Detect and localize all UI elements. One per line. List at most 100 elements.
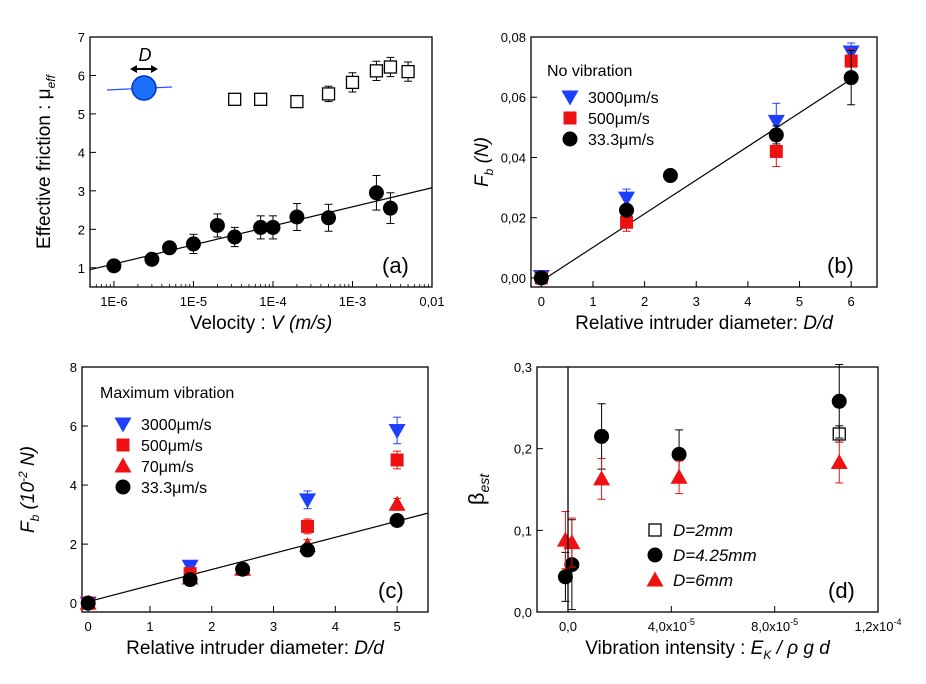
legend: No vibration 3000μm/s 500μm/s 33.3μm/s [547, 63, 659, 149]
legend-marker [648, 523, 662, 537]
y-axis-label-var: F [18, 520, 39, 533]
panel-label: (b) [827, 253, 854, 278]
legend-label: D=2mm [673, 521, 733, 540]
legend-label: 70μm/s [141, 459, 194, 476]
x-tick-label: 1 [589, 294, 596, 309]
x-tick-label-text: 5 [796, 294, 803, 309]
legend-label: 500μm/s [588, 111, 650, 128]
data-point [227, 229, 243, 245]
y-axis-label-sup: -2 [16, 471, 30, 482]
data-point [289, 209, 305, 225]
data-point [185, 236, 201, 252]
legend-label: D=6mm [673, 571, 733, 590]
y-tick-label: 0,06 [501, 90, 526, 105]
y-axis-label: βest [464, 473, 492, 505]
x-tick-label: 1 [146, 619, 153, 634]
x-tick-label: 0,0 [559, 619, 577, 634]
x-tick-label: 0,01 [419, 294, 444, 309]
legend-label: 3000μm/s [588, 90, 659, 107]
x-axis-label-var: D/d [354, 638, 385, 659]
x-axis-label-end: / ρ g d [771, 638, 831, 659]
data-point [162, 240, 178, 256]
data-point [80, 595, 96, 611]
legend-marker [646, 571, 664, 587]
data-point [321, 87, 336, 101]
data-point [321, 210, 337, 226]
data-point [769, 144, 783, 158]
x-tick-label-text: 3 [693, 294, 700, 309]
x-axis-label: Vibration intensity : EK / ρ g d [585, 638, 831, 662]
y-tick-label: 0,04 [501, 150, 526, 165]
x-axis-label-var: V (m/s) [271, 313, 332, 334]
y-tick-label: 0,00 [501, 271, 526, 286]
y-axis-label-sub: eff [44, 73, 58, 88]
data-point [382, 200, 398, 216]
data-point [388, 495, 406, 511]
x-tick-label-text: 5 [393, 619, 400, 634]
y-tick-label: 3 [78, 184, 85, 199]
x-tick-label-text: 1E-5 [180, 294, 207, 309]
series-3 [80, 512, 405, 611]
legend-marker [115, 479, 131, 495]
y-tick-label: 6 [70, 419, 77, 434]
y-axis-label-suffix: (10 [18, 482, 39, 515]
x-tick-label-text: 0,0 [559, 619, 577, 634]
data-point [594, 428, 610, 444]
y-axis-label-sub: est [476, 473, 492, 493]
y-tick-label: 0,1 [514, 523, 532, 538]
x-tick-label: 1E-6 [100, 294, 127, 309]
x-tick-label-text: 1E-6 [100, 294, 127, 309]
data-point [390, 453, 404, 467]
x-tick-label-text: 1 [589, 294, 596, 309]
x-tick-label: 6 [848, 294, 855, 309]
x-tick-label: 4,0x10-5 [648, 617, 695, 634]
x-axis-label-prefix: Relative intruder diameter: [126, 638, 354, 659]
x-tick-label-text: 4,0x10 [648, 619, 687, 634]
x-axis-label-prefix: Relative intruder diameter: [575, 313, 803, 334]
fit-line [541, 78, 852, 282]
legend: D=2mm D=4.25mm D=6mm [646, 521, 757, 590]
panel-label: (a) [382, 253, 409, 278]
x-axis-label: Velocity : V (m/s) [190, 313, 333, 334]
y-tick-label: 2 [78, 222, 85, 237]
data-point [767, 114, 785, 130]
x-axis-label: Relative intruder diameter: D/d [126, 638, 385, 659]
y-tick-label: 4 [70, 478, 77, 493]
data-point [389, 512, 405, 528]
data-point [299, 493, 317, 509]
data-point [368, 185, 384, 201]
x-tick-label: 5 [393, 619, 400, 634]
series-1 [534, 48, 858, 285]
y-tick-label: 0,0 [514, 605, 532, 620]
data-point [670, 468, 688, 484]
intruder-d-label: D [139, 45, 152, 65]
data-point [401, 64, 415, 79]
x-tick-label: 0 [538, 294, 545, 309]
y-axis-label: Effective friction : μeff [34, 73, 58, 249]
y-tick-label: 8 [70, 360, 77, 375]
data-point [671, 446, 687, 462]
y-tick-label: 0,2 [514, 442, 532, 457]
x-tick-label-text: 1 [146, 619, 153, 634]
x-tick-label-text: 4 [744, 294, 751, 309]
y-tick-label: 6 [78, 68, 85, 83]
data-point [662, 168, 678, 184]
x-tick-label: 1E-3 [339, 294, 366, 309]
x-axis-label-sub: K [763, 648, 772, 662]
x-tick-label-text: 4 [332, 619, 339, 634]
y-tick-label: 4 [78, 145, 85, 160]
series-2 [79, 495, 406, 610]
x-tick-label: 2 [641, 294, 648, 309]
data-point [345, 75, 360, 90]
data-point [533, 270, 549, 286]
x-tick-label: 1E-4 [259, 294, 286, 309]
y-tick-label: 7 [78, 30, 85, 45]
x-tick-label-text: 0,01 [419, 294, 444, 309]
plot-frame [530, 36, 878, 288]
data-point [106, 258, 122, 274]
plot-frame [536, 366, 879, 613]
x-tick-label-text: 8,0x10 [751, 619, 790, 634]
x-axis-label-var: E [751, 638, 764, 659]
x-tick-label-sup: -5 [687, 617, 695, 627]
x-tick-label-sup: -5 [790, 617, 798, 627]
